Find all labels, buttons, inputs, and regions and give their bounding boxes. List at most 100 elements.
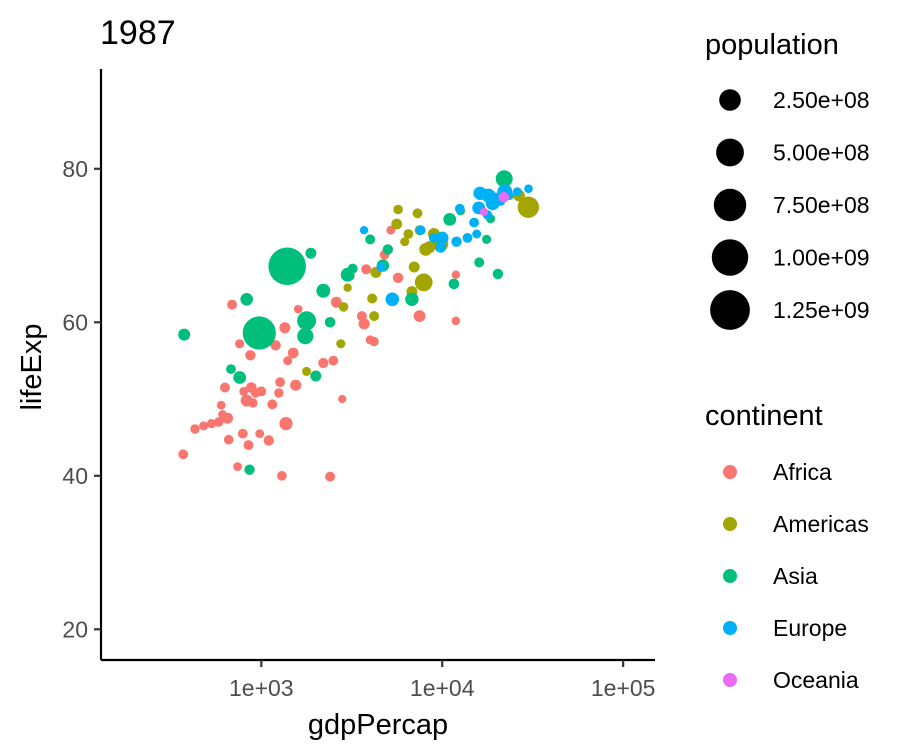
data-point-africa xyxy=(361,264,372,275)
population-legend-label: 7.50e+08 xyxy=(773,192,870,218)
data-point-africa xyxy=(245,350,256,361)
data-point-africa xyxy=(283,356,293,366)
data-point-europe xyxy=(462,233,473,243)
population-legend-label: 1.00e+09 xyxy=(773,245,870,271)
population-legend-title: population xyxy=(705,29,839,61)
data-point-asia xyxy=(365,234,376,245)
data-point-africa xyxy=(239,386,249,396)
data-point-africa xyxy=(451,316,461,326)
data-point-africa xyxy=(338,394,347,404)
data-point-africa xyxy=(279,417,293,431)
data-point-americas xyxy=(403,229,414,239)
data-point-asia xyxy=(240,293,253,306)
data-point-europe xyxy=(454,203,465,214)
data-point-americas xyxy=(423,241,436,254)
data-point-africa xyxy=(213,417,224,427)
data-point-americas xyxy=(517,196,539,218)
data-point-africa xyxy=(369,336,379,347)
data-point-europe xyxy=(472,229,482,239)
data-point-europe xyxy=(429,233,439,243)
data-point-europe xyxy=(512,187,522,197)
population-legend-label: 2.50e+08 xyxy=(773,87,870,113)
x-axis-ticks: 1e+03 1e+04 1e+05 xyxy=(229,660,655,701)
data-point-africa xyxy=(287,347,299,359)
data-point-asia xyxy=(382,244,393,255)
data-point-americas xyxy=(369,311,380,322)
data-point-asia xyxy=(405,292,419,306)
data-point-americas xyxy=(302,366,312,376)
data-point-asia xyxy=(474,257,485,268)
continent-legend-label: Asia xyxy=(773,563,818,589)
data-point-americas xyxy=(393,204,403,215)
data-point-asia xyxy=(297,328,314,345)
data-point-asia xyxy=(244,464,255,475)
x-tick-label: 1e+04 xyxy=(410,675,475,701)
population-legend-key xyxy=(710,290,750,330)
data-point-africa xyxy=(220,382,230,393)
data-point-africa xyxy=(223,434,234,445)
data-point-africa xyxy=(248,398,258,408)
data-point-africa xyxy=(206,419,216,429)
data-point-europe xyxy=(524,184,533,193)
data-point-oceania xyxy=(479,207,489,216)
continent-legend: continent Africa Americas Asia Europe Oceani… xyxy=(705,400,869,693)
data-point-asia xyxy=(316,283,331,298)
data-point-asia xyxy=(242,316,276,350)
data-point-africa xyxy=(279,322,291,334)
data-point-africa xyxy=(267,399,278,410)
data-point-africa xyxy=(413,310,426,322)
continent-legend-label: Americas xyxy=(773,511,869,537)
data-point-africa xyxy=(178,449,189,460)
data-point-africa xyxy=(318,357,329,369)
data-point-africa xyxy=(263,435,274,446)
population-legend-key xyxy=(719,89,741,111)
y-axis-label: lifeExp xyxy=(16,323,48,410)
data-point-asia xyxy=(268,247,307,286)
data-point-africa xyxy=(358,318,370,330)
data-point-asia xyxy=(492,268,504,280)
y-tick-label: 80 xyxy=(62,156,88,182)
population-legend-label: 5.00e+08 xyxy=(773,140,870,166)
data-point-africa xyxy=(255,429,265,438)
population-legend-key xyxy=(713,188,747,222)
y-tick-label: 20 xyxy=(62,616,88,642)
data-point-africa xyxy=(293,304,303,314)
data-point-asia xyxy=(297,311,317,331)
data-point-africa xyxy=(270,340,281,351)
continent-legend-label: Oceania xyxy=(773,667,859,693)
data-point-africa xyxy=(233,462,243,471)
data-point-americas xyxy=(400,237,410,247)
data-point-africa xyxy=(243,440,254,451)
data-point-europe xyxy=(359,226,369,235)
x-tick-label: 1e+05 xyxy=(591,675,656,701)
data-point-africa xyxy=(237,428,248,439)
x-axis-label: gdpPercap xyxy=(308,709,448,741)
continent-legend-key-europe xyxy=(723,621,737,635)
data-point-americas xyxy=(414,273,433,292)
data-point-americas xyxy=(343,283,352,292)
population-legend-key xyxy=(711,239,749,276)
continent-legend-label: Africa xyxy=(773,459,832,485)
data-point-africa xyxy=(222,412,233,424)
data-point-asia xyxy=(482,234,492,244)
data-point-europe xyxy=(435,231,449,245)
continent-legend-key-americas xyxy=(723,517,737,531)
population-legend: population 2.50e+08 5.00e+08 7.50e+08 1.00e… xyxy=(705,29,870,330)
data-point-asia xyxy=(443,213,457,226)
data-point-africa xyxy=(328,355,339,366)
data-point-americas xyxy=(412,208,423,219)
data-point-europe xyxy=(451,236,462,247)
data-point-africa xyxy=(451,270,461,279)
x-tick-label: 1e+03 xyxy=(229,675,294,701)
data-point-europe xyxy=(415,225,426,236)
data-point-africa xyxy=(275,377,285,388)
data-point-africa xyxy=(392,272,404,283)
data-point-africa xyxy=(216,400,226,410)
data-point-africa xyxy=(199,421,209,431)
data-point-asia xyxy=(178,328,191,341)
data-point-asia xyxy=(448,278,460,290)
data-point-africa xyxy=(227,299,238,310)
y-tick-label: 40 xyxy=(62,463,88,489)
data-point-europe xyxy=(435,241,447,253)
